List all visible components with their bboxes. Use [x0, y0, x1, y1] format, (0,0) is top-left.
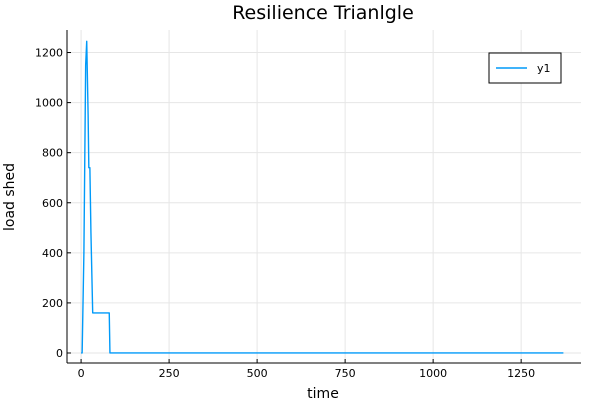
- y-tick-label: 600: [42, 197, 63, 210]
- y-tick-label: 1000: [35, 97, 63, 110]
- x-axis-label: time: [307, 386, 339, 400]
- series-layer: [81, 40, 564, 354]
- x-tick-label: 250: [159, 367, 180, 380]
- tick-layer: 0 250 500 750 1000 1250 0 200 400 600 800 1000 1200: [35, 47, 535, 380]
- series-line-y1: [81, 40, 564, 354]
- y-tick-label: 200: [42, 297, 63, 310]
- x-tick-label: 1000: [419, 367, 447, 380]
- y-tick-label: 800: [42, 147, 63, 160]
- y-tick-label: 400: [42, 247, 63, 260]
- y-tick-label: 0: [56, 347, 63, 360]
- x-tick-label: 1250: [507, 367, 535, 380]
- y-axis-label: load shed: [2, 163, 18, 231]
- axes-layer: [66, 30, 581, 364]
- chart-title: Resilience Trianlgle: [232, 2, 414, 24]
- x-tick-label: 750: [335, 367, 356, 380]
- legend-label: y1: [537, 62, 551, 75]
- x-tick-label: 500: [247, 367, 268, 380]
- y-tick-label: 1200: [35, 47, 63, 60]
- legend: y1: [488, 52, 562, 84]
- x-tick-label: 0: [78, 367, 85, 380]
